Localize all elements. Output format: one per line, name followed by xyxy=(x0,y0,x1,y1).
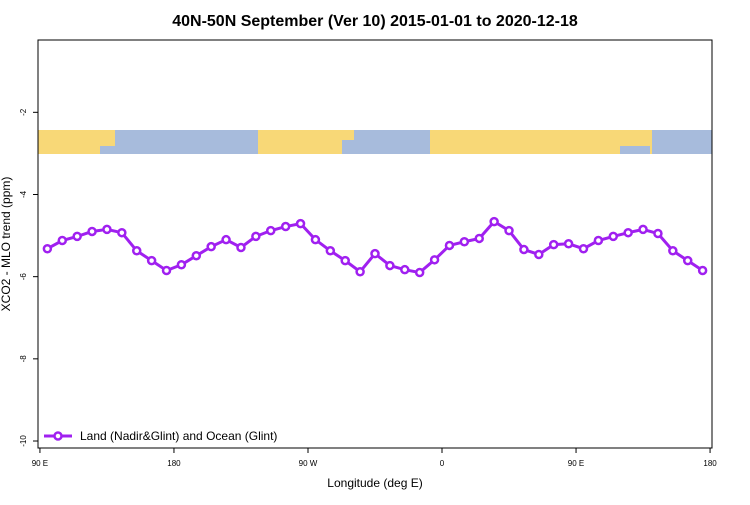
data-point xyxy=(355,266,365,277)
data-point xyxy=(117,227,127,238)
data-point xyxy=(161,265,172,276)
legend-label: Land (Nadir&Glint) and Ocean (Glint) xyxy=(80,429,277,443)
data-point xyxy=(57,235,68,246)
data-point xyxy=(191,250,202,261)
plot-frame xyxy=(37,39,713,449)
data-point xyxy=(534,249,544,260)
data-point xyxy=(340,255,350,266)
data-point xyxy=(221,234,231,245)
legend-marker xyxy=(53,431,63,441)
data-point xyxy=(593,235,604,246)
x-tick-label: 180 xyxy=(703,459,717,468)
data-point xyxy=(72,231,82,242)
data-point xyxy=(504,225,514,236)
x-tick-label: 180 xyxy=(167,459,181,468)
y-tick-label: -4 xyxy=(19,190,28,198)
data-point xyxy=(414,267,425,278)
data-point xyxy=(548,239,559,250)
data-point xyxy=(623,227,633,238)
x-axis-label: Longitude (deg E) xyxy=(327,476,422,490)
data-point xyxy=(206,241,216,252)
map-band xyxy=(38,130,712,154)
x-tick-label: 90 E xyxy=(568,459,584,468)
data-point xyxy=(489,216,499,227)
data-point xyxy=(519,244,529,255)
data-point xyxy=(266,225,276,236)
chart-title: 40N-50N September (Ver 10) 2015-01-01 to… xyxy=(172,13,578,30)
data-point xyxy=(429,255,440,265)
data-point xyxy=(697,265,708,276)
y-tick-label: -10 xyxy=(19,435,28,447)
data-point xyxy=(325,246,336,256)
data-point xyxy=(236,242,246,253)
y-axis-label: XCO2 - MLO trend (ppm) xyxy=(0,177,13,312)
data-point xyxy=(668,246,678,256)
data-point xyxy=(444,240,455,251)
data-point xyxy=(251,231,261,242)
data-point xyxy=(87,226,97,237)
y-tick-label: -6 xyxy=(19,273,28,281)
x-tick-label: 90 W xyxy=(299,459,318,468)
data-point xyxy=(474,233,484,244)
data-point xyxy=(370,248,380,259)
data-point xyxy=(42,243,53,254)
data-point xyxy=(280,221,291,232)
data-point xyxy=(102,224,112,235)
data-point xyxy=(131,246,142,256)
data-point xyxy=(682,255,693,266)
data-point xyxy=(563,239,574,249)
data-point xyxy=(608,231,619,242)
x-tick-label: 90 E xyxy=(32,459,48,468)
data-point xyxy=(578,243,589,254)
data-point xyxy=(310,234,321,245)
data-point xyxy=(459,236,470,247)
data-point xyxy=(400,264,410,275)
data-point xyxy=(638,224,648,235)
x-tick-label: 0 xyxy=(440,459,445,468)
y-tick-label: -2 xyxy=(19,108,28,116)
series-line xyxy=(46,219,704,275)
data-point xyxy=(295,218,306,229)
data-point xyxy=(385,260,395,271)
data-point xyxy=(146,255,157,266)
data-point xyxy=(176,259,187,270)
y-tick-label: -8 xyxy=(19,355,28,363)
data-point xyxy=(653,228,663,239)
